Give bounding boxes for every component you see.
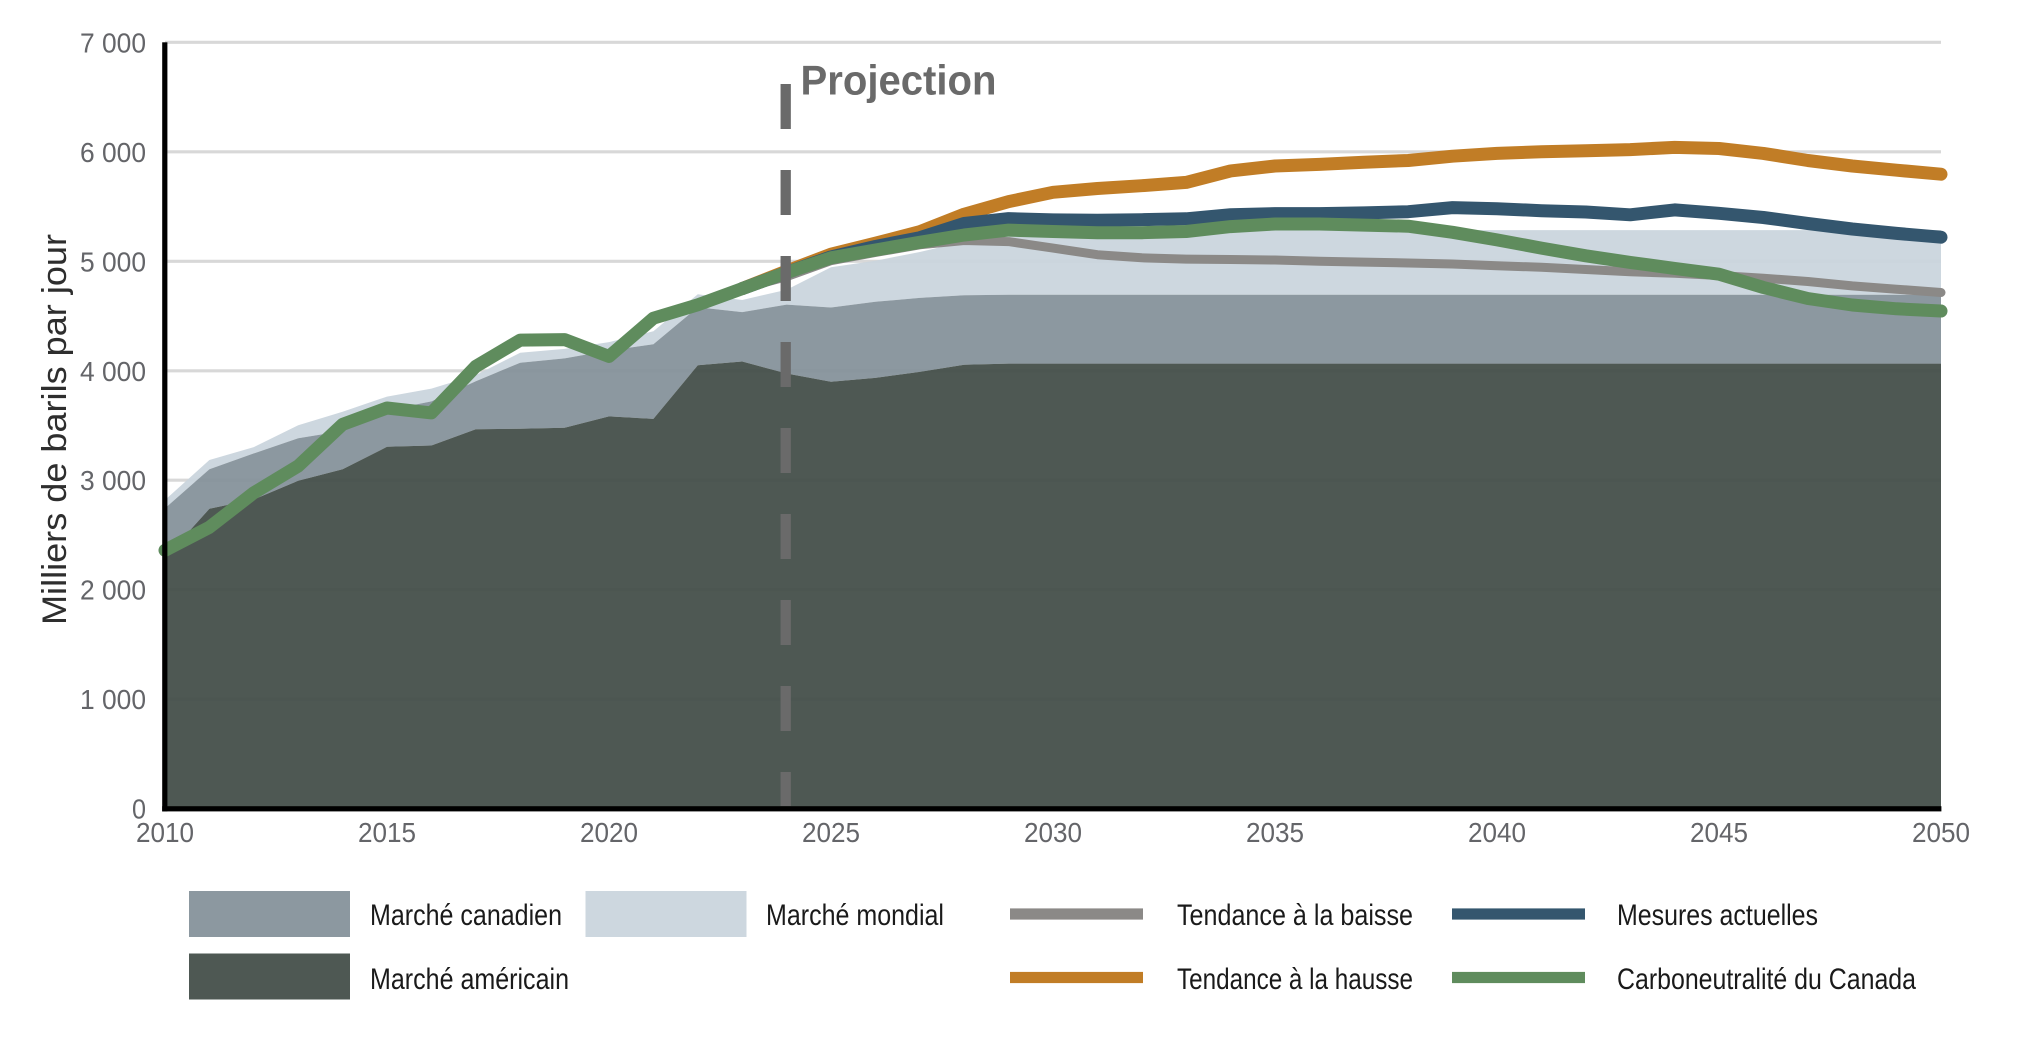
svg-text:2045: 2045 <box>1690 817 1748 848</box>
svg-text:Carboneutralité du Canada: Carboneutralité du Canada <box>1617 963 1916 996</box>
svg-text:0: 0 <box>132 794 146 825</box>
svg-text:Marché américain: Marché américain <box>370 963 569 996</box>
svg-text:Mesures actuelles: Mesures actuelles <box>1617 899 1818 932</box>
svg-text:Tendance à la baisse: Tendance à la baisse <box>1177 899 1413 932</box>
svg-text:2040: 2040 <box>1468 817 1526 848</box>
svg-text:2025: 2025 <box>802 817 860 848</box>
svg-text:2030: 2030 <box>1024 817 1082 848</box>
svg-text:2020: 2020 <box>580 817 638 848</box>
svg-text:1 000: 1 000 <box>80 684 146 715</box>
svg-text:2010: 2010 <box>136 817 194 848</box>
svg-text:2 000: 2 000 <box>80 575 146 606</box>
svg-text:Projection: Projection <box>801 57 997 104</box>
svg-text:3 000: 3 000 <box>80 465 146 496</box>
svg-text:2050: 2050 <box>1912 817 1970 848</box>
svg-text:Marché mondial: Marché mondial <box>766 899 944 932</box>
svg-text:2035: 2035 <box>1246 817 1304 848</box>
svg-text:4 000: 4 000 <box>80 356 146 387</box>
svg-text:5 000: 5 000 <box>80 246 146 277</box>
svg-text:Milliers de barils par jour: Milliers de barils par jour <box>36 234 74 625</box>
svg-text:Tendance à la hausse: Tendance à la hausse <box>1177 963 1413 996</box>
svg-text:Marché canadien: Marché canadien <box>370 899 562 932</box>
svg-text:7 000: 7 000 <box>80 27 146 58</box>
svg-text:6 000: 6 000 <box>80 137 146 168</box>
svg-text:2015: 2015 <box>358 817 416 848</box>
